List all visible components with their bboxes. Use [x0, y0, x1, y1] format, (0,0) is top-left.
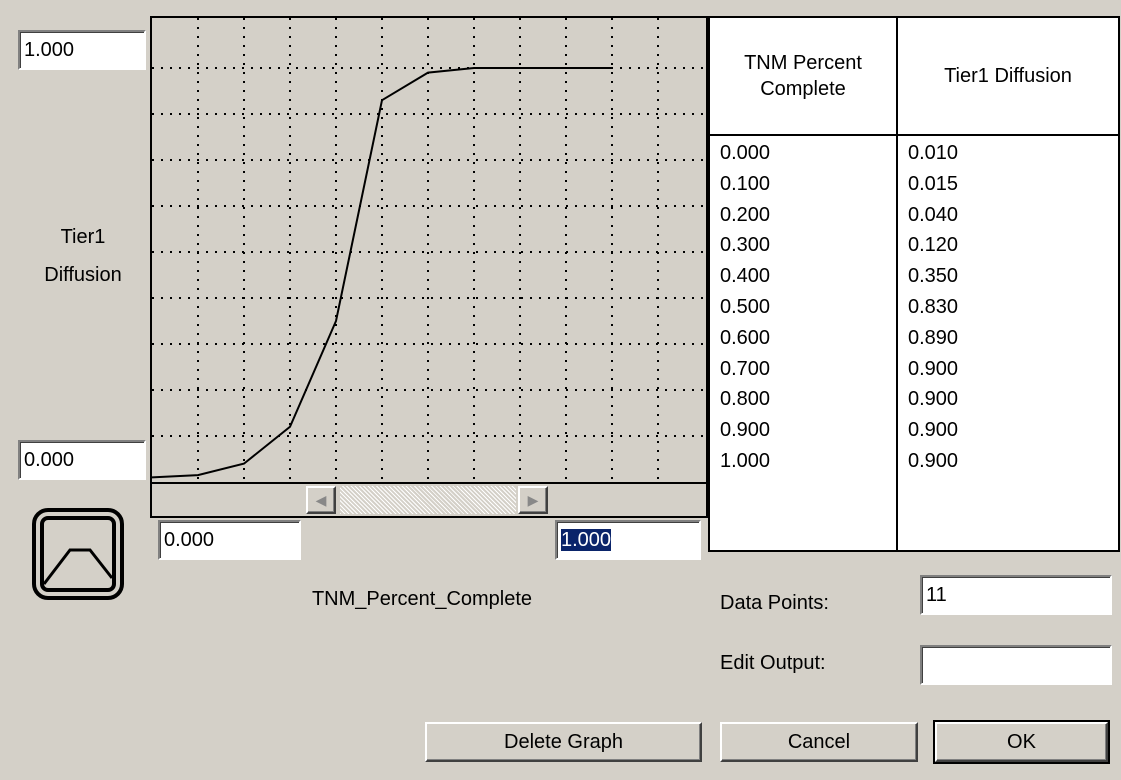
table-cell: 0.010 — [908, 142, 959, 164]
graph-type-icon[interactable] — [30, 506, 126, 602]
scrollbar-row: ◀ ▶ — [150, 484, 708, 518]
x-max-field[interactable]: 1.000 — [555, 520, 701, 560]
scroll-track[interactable] — [340, 486, 516, 514]
table-cell: 0.830 — [908, 296, 959, 318]
edit-output-field[interactable] — [920, 645, 1112, 685]
table-cell: 0.900 — [720, 419, 771, 442]
data-points-field[interactable]: 11 — [920, 575, 1112, 615]
plot-frame — [150, 16, 708, 484]
data-points-label: Data Points: — [720, 592, 829, 614]
table-cell: 0.100 — [720, 172, 771, 195]
scroll-right[interactable]: ▶ — [518, 486, 548, 514]
curve — [151, 67, 612, 479]
table-cell: 0.040 — [908, 203, 959, 226]
header-text: Tier1 Diffusion — [944, 64, 1072, 87]
table-cell: 0.890 — [908, 326, 959, 349]
table-cell: 0.015 — [908, 172, 959, 195]
table-cell: 0.200 — [720, 203, 771, 226]
x-max-text: 1.000 — [561, 529, 612, 551]
table-cell: 0.900 — [908, 388, 959, 411]
table-cell: 0.500 — [720, 296, 771, 318]
table-cell: 0.120 — [908, 234, 959, 257]
column-divider — [896, 134, 898, 552]
table-cell: 0.900 — [908, 450, 959, 472]
table-cell: 0.700 — [720, 357, 771, 380]
y-label: Tier1 Diffusion — [44, 226, 122, 286]
scroll-left[interactable]: ◀ — [306, 486, 336, 514]
table-cell: 0.900 — [908, 357, 959, 380]
table-cell: 0.600 — [720, 326, 771, 349]
table-cell: 0.300 — [720, 234, 771, 257]
ok-button[interactable]: OK — [933, 720, 1110, 764]
x-label: TNM_Percent_Complete — [311, 588, 533, 610]
cancel-button[interactable]: Cancel — [720, 722, 918, 762]
table-header: Tier1 Diffusion — [898, 18, 1118, 136]
edit-output-label: Edit Output: — [720, 652, 826, 674]
y-max-field[interactable]: 1.000 — [18, 30, 146, 70]
y-min-field[interactable]: 0.000 — [18, 440, 146, 480]
x-min-field[interactable]: 0.000 — [158, 520, 301, 560]
table-cell: 0.400 — [720, 265, 771, 288]
table-cell: 1.000 — [720, 450, 771, 472]
table-cell: 0.800 — [720, 388, 771, 411]
delete-button[interactable]: Delete Graph — [425, 722, 702, 762]
table-cell: 0.350 — [908, 265, 959, 288]
plot — [150, 16, 708, 484]
table-header: TNM Percent Complete — [710, 18, 898, 136]
table-cell: 0.900 — [908, 419, 959, 442]
header-text: TNM Percent Complete — [744, 52, 862, 100]
table-cell: 0.000 — [720, 142, 771, 164]
data-table: TNM Percent Complete Tier1 Diffusion 0.0… — [708, 16, 1120, 552]
